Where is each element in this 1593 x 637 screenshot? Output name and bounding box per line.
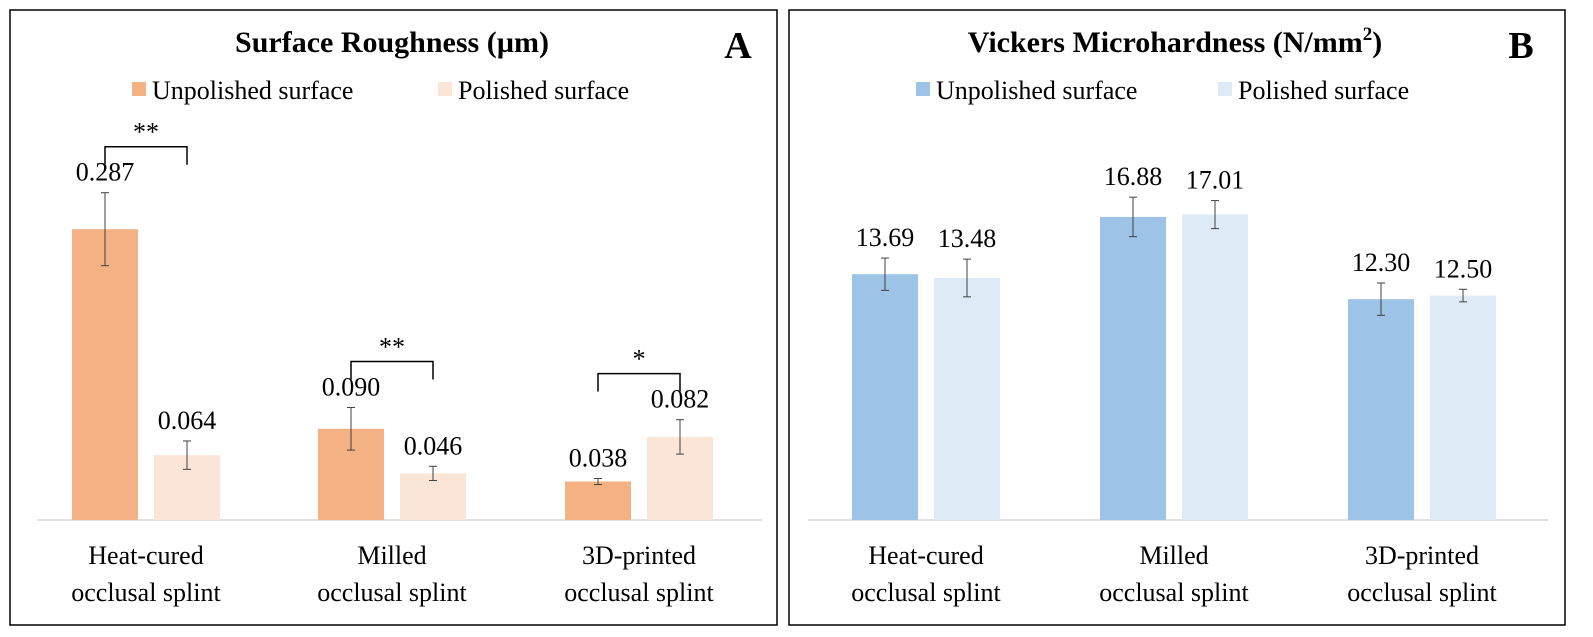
x-tick-label-b-2-line2: occlusal splint (1347, 578, 1497, 607)
data-label-a-2-0: 0.038 (569, 443, 628, 472)
bar-b-2-1 (1430, 295, 1496, 520)
x-tick-label-a-2-line2: occlusal splint (564, 578, 714, 607)
significance-marker-a-0: ** (133, 118, 159, 147)
legend-label-unpolished-b: Unpolished surface (936, 76, 1137, 105)
panel-b-plot: 13.69 13.48 Heat-cured occlusal splint 16.88… (851, 162, 1497, 607)
bar-b-0-1 (934, 277, 1000, 520)
legend-label-polished-b: Polished surface (1238, 76, 1409, 105)
x-tick-label-b-1-line2: occlusal splint (1099, 578, 1249, 607)
data-label-a-0-1: 0.064 (158, 406, 217, 435)
data-label-b-1-1: 17.01 (1186, 166, 1245, 195)
x-tick-label-b-0-line2: occlusal splint (851, 578, 1001, 607)
bar-b-1-0 (1100, 216, 1166, 520)
data-label-b-1-0: 16.88 (1104, 162, 1163, 191)
legend-swatch-unpolished-a (132, 82, 146, 96)
bar-b-0-0 (852, 274, 918, 520)
significance-bracket-a-1 (350, 360, 434, 380)
legend-swatch-polished-b (1218, 82, 1232, 96)
legend-label-unpolished-a: Unpolished surface (152, 76, 353, 105)
bar-a-1-1 (400, 473, 466, 520)
legend-label-polished-a: Polished surface (458, 76, 629, 105)
panel-a-letter: A (724, 25, 752, 67)
x-tick-label-a-0-line1: Heat-cured (88, 541, 203, 570)
x-tick-label-a-1-line1: Milled (357, 541, 426, 570)
significance-bracket-a-2 (597, 372, 681, 392)
x-tick-label-a-1-line2: occlusal splint (317, 578, 467, 607)
panel-a: Surface Roughness (µm) A Unpolished surf… (9, 9, 778, 626)
legend-swatch-unpolished-b (916, 82, 930, 96)
panel-b: Vickers Microhardness (N/mm2) B Unpolish… (788, 9, 1566, 626)
legend-swatch-polished-a (438, 82, 452, 96)
significance-marker-a-1: ** (379, 333, 405, 362)
data-label-b-0-0: 13.69 (856, 223, 915, 252)
x-tick-label-b-2-line1: 3D-printed (1365, 541, 1479, 570)
bar-a-2-0 (565, 481, 631, 520)
bar-b-1-1 (1182, 214, 1248, 520)
data-label-b-2-0: 12.30 (1352, 248, 1411, 277)
data-label-b-0-1: 13.48 (938, 224, 997, 253)
panel-b-letter: B (1508, 25, 1533, 67)
significance-bracket-a-0 (104, 145, 188, 165)
data-label-a-1-1: 0.046 (404, 431, 463, 460)
bar-b-2-0 (1348, 299, 1414, 520)
x-tick-label-b-0-line1: Heat-cured (868, 541, 983, 570)
x-tick-label-b-1-line1: Milled (1139, 541, 1208, 570)
significance-marker-a-2: * (633, 345, 646, 374)
bar-a-0-0 (72, 229, 138, 520)
panel-b-title: Vickers Microhardness (N/mm2) (968, 24, 1382, 59)
x-tick-label-a-2-line1: 3D-printed (582, 541, 696, 570)
panel-a-title: Surface Roughness (µm) (235, 26, 549, 59)
data-label-b-2-1: 12.50 (1434, 254, 1493, 283)
x-tick-label-a-0-line2: occlusal splint (71, 578, 221, 607)
